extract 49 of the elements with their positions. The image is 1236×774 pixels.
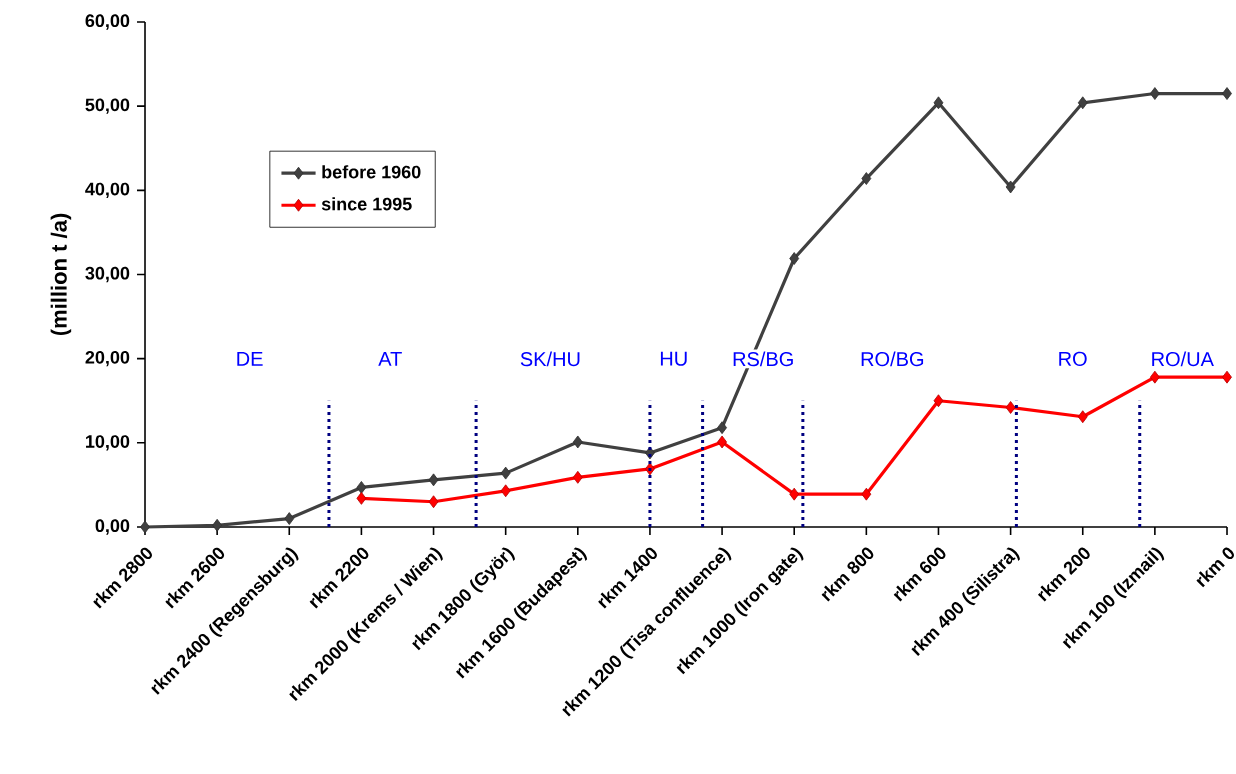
x-tick-label: rkm 0: [1196, 547, 1234, 588]
point: [1077, 410, 1088, 424]
y-tick-label: 40,00: [85, 182, 130, 199]
annotation: RO/BG: [861, 351, 924, 367]
point: [356, 491, 367, 505]
legend-label: before 1960: [322, 165, 421, 179]
point: [500, 466, 511, 480]
y-tick-label: 20,00: [85, 350, 130, 367]
annotation: RO/UA: [1152, 351, 1214, 367]
x-tick-label: rkm 200: [1037, 547, 1090, 602]
point: [1222, 87, 1232, 100]
y-tick-label: 30,00: [85, 266, 130, 283]
point: [1222, 370, 1232, 384]
point: [1005, 180, 1016, 194]
point: [717, 421, 727, 435]
point: [933, 394, 944, 408]
y-tick-label: 60,00: [85, 14, 130, 30]
point: [789, 487, 800, 501]
point: [428, 495, 439, 509]
x-tick-label: rkm 600: [893, 547, 946, 602]
point: [500, 484, 511, 498]
annotation: AT: [378, 351, 402, 366]
point: [140, 520, 150, 534]
point: [861, 487, 872, 501]
point: [428, 473, 439, 487]
annotation: SK/HU: [520, 351, 580, 367]
point: [789, 252, 800, 265]
point: [572, 470, 583, 484]
y-tick-label: 10,00: [86, 435, 130, 451]
point: [1149, 370, 1160, 384]
annotation: RS/BG: [733, 351, 793, 367]
y-tick-label: 50,00: [85, 98, 130, 114]
point: [356, 481, 367, 494]
point: [284, 512, 295, 525]
legend-label: since 1995: [321, 197, 412, 211]
annotation: RO: [1059, 351, 1087, 366]
point: [1005, 401, 1016, 414]
point: [933, 96, 944, 110]
point: [212, 518, 223, 532]
point: [861, 172, 872, 185]
y-axis-title: (million t /a): [50, 213, 72, 336]
point: [1149, 87, 1160, 100]
annotation: DE: [237, 351, 263, 366]
point: [1077, 96, 1088, 110]
y-tick-label: 0,00: [95, 519, 130, 535]
point: [717, 435, 727, 449]
point: [572, 435, 583, 449]
annotation: HU: [660, 351, 687, 366]
x-tick-label: rkm 800: [821, 547, 874, 602]
